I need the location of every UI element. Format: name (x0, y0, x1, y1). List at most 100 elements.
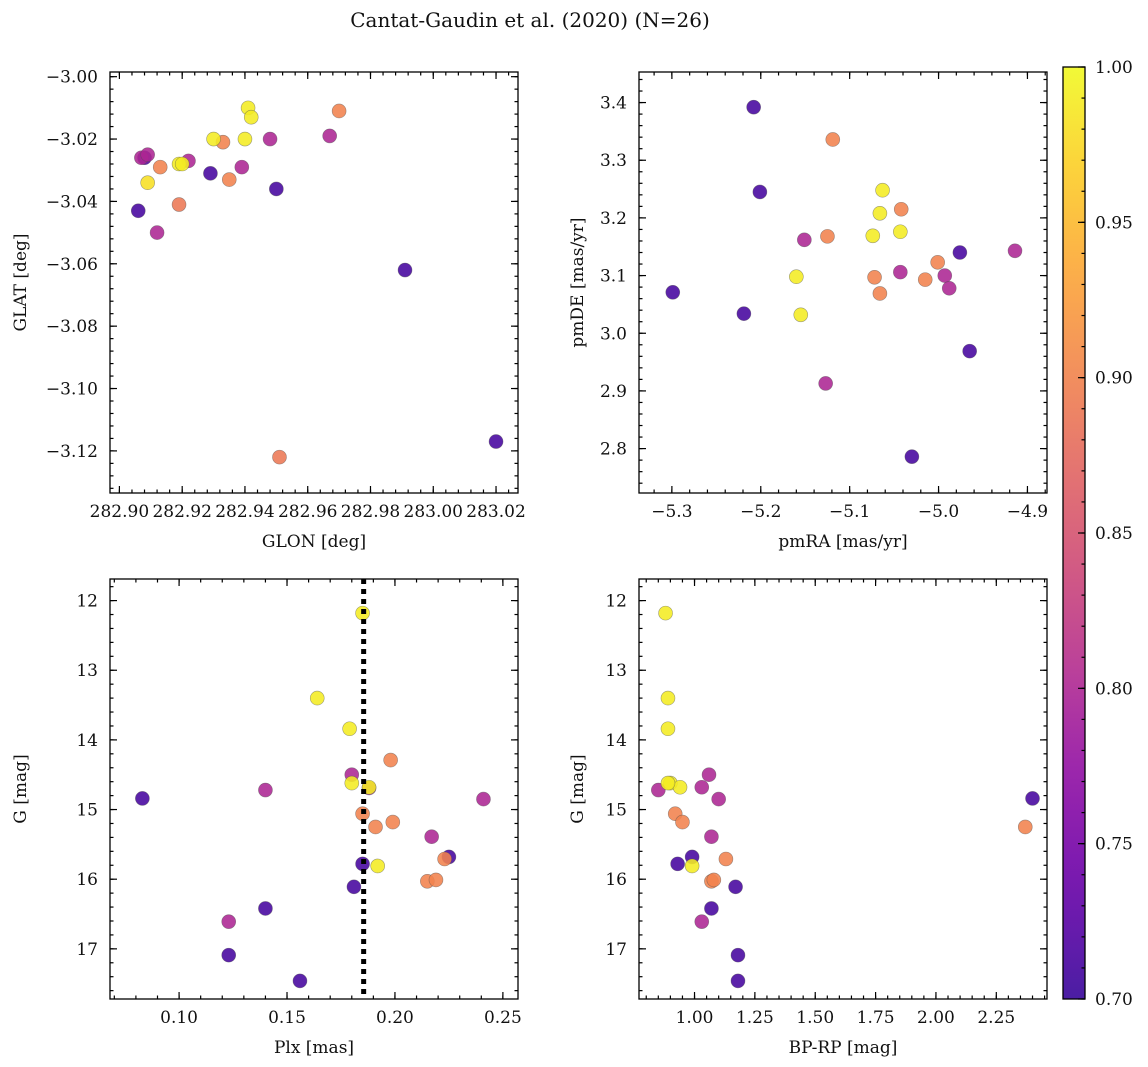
x-tick-label: −4.9 (1007, 502, 1048, 522)
y-tick-label: −3.02 (46, 130, 98, 150)
y-tick-label: 16 (76, 870, 98, 890)
colorbar-tick-label: 0.95 (1095, 213, 1133, 233)
scatter-point (797, 232, 812, 248)
scatter-point (476, 791, 491, 807)
scatter-point (711, 791, 726, 807)
y-tick-label: 12 (605, 592, 627, 612)
scatter-point (820, 229, 835, 244)
y-tick-label: −3.08 (46, 317, 98, 337)
x-tick-label: −5.2 (740, 502, 781, 522)
y-tick-label: −3.04 (46, 192, 98, 212)
x-tick-label: 282.90 (90, 502, 149, 522)
scatter-point (385, 814, 401, 830)
scatter-point (730, 947, 746, 963)
scatter-point (234, 159, 250, 175)
scatter-point (322, 128, 337, 144)
y-axis-label: G [mag] (11, 754, 31, 823)
scatter-point (269, 181, 284, 197)
x-axis-label: Plx [mas] (274, 1038, 354, 1058)
scatter-point (872, 205, 888, 221)
x-tick-label: 1.50 (796, 1008, 834, 1028)
plot-frame (638, 71, 1048, 494)
scatter-point (793, 307, 809, 323)
panel-color-mag: 1.00 1.25 1.50 1.75 2.00 2.25 12 13 14 15 16 17 BP-R… (568, 578, 1048, 1058)
scatter-point (665, 285, 681, 300)
scatter-point (660, 775, 676, 791)
y-tick-label: −3.10 (46, 380, 98, 400)
x-axis-label: GLON [deg] (262, 532, 366, 552)
scatter-point (952, 245, 968, 260)
scatter-point (243, 109, 259, 125)
y-tick-label: 13 (76, 661, 98, 681)
y-tick-label: 17 (76, 940, 98, 960)
panel-plx-g: 0.10 0.15 0.20 0.25 12 13 14 15 16 17 Plx [mas] G [… (11, 578, 522, 1058)
scatter-point (368, 819, 383, 835)
scatter-point (135, 791, 150, 806)
colorbar-tick-label: 0.90 (1095, 369, 1133, 389)
panel-glon-glat: 282.90 282.92 282.94 282.96 282.98 283.00 283.… (11, 68, 526, 552)
plot-frame (638, 578, 1048, 1000)
x-tick-label: 282.94 (215, 502, 274, 522)
y-tick-label: 3.1 (600, 267, 627, 287)
y-axis-label: pmDE [mas/yr] (568, 217, 588, 347)
colorbar-tick-label: 0.70 (1095, 990, 1133, 1010)
x-tick-label: 0.10 (160, 1008, 198, 1028)
scatter-point (437, 851, 452, 867)
scatter-point (346, 879, 362, 895)
y-tick-label: 3.3 (600, 151, 627, 171)
y-tick-label: −3.00 (46, 68, 98, 88)
scatter-point (171, 197, 187, 212)
scatter-point (658, 605, 673, 621)
x-axis-label: BP-RP [mag] (789, 1038, 898, 1058)
scatter-point (1025, 791, 1040, 806)
x-tick-label: −5.1 (829, 502, 870, 522)
scatter-point (221, 947, 237, 963)
scatter-point (152, 159, 168, 175)
x-tick-label: 0.20 (376, 1008, 414, 1028)
scatter-point (221, 914, 237, 929)
scatter-point (1007, 243, 1023, 259)
scatter-point (718, 851, 734, 867)
scatter-point (917, 272, 933, 287)
scatter-point (728, 879, 743, 895)
scatter-point (258, 901, 273, 916)
colorbar-tick-label: 0.85 (1095, 524, 1133, 544)
scatter-point (262, 131, 278, 147)
scatter-point (203, 166, 218, 181)
y-tick-label: 3.4 (600, 94, 627, 114)
y-tick-label: 2.9 (600, 382, 627, 402)
scatter-point (331, 103, 347, 119)
colorbar-tick-label: 0.80 (1095, 679, 1133, 699)
scatter-point (701, 767, 717, 783)
scatter-point (258, 782, 273, 798)
y-tick-label: 12 (76, 592, 98, 612)
scatter-point (292, 973, 308, 989)
x-tick-label: 0.25 (484, 1008, 522, 1028)
scatter-point (730, 973, 746, 989)
x-tick-label: 282.92 (152, 502, 211, 522)
scatter-point (309, 690, 325, 706)
colorbar: 0.70 0.75 0.80 0.85 0.90 0.95 1.00 (1062, 58, 1133, 1010)
x-tick-label: 0.15 (268, 1008, 306, 1028)
colorbar-tick-label: 0.75 (1095, 835, 1133, 855)
scatter-point (670, 856, 685, 872)
x-tick-label: 1.00 (676, 1008, 714, 1028)
scatter-point (140, 147, 155, 162)
scatter-point (789, 269, 804, 285)
scatter-point (941, 280, 957, 296)
y-tick-label: 17 (605, 940, 627, 960)
x-tick-label: −5.0 (918, 502, 959, 522)
x-tick-label: 2.00 (917, 1008, 955, 1028)
y-tick-label: 13 (605, 661, 627, 681)
y-axis-label: GLAT [deg] (11, 233, 31, 331)
colorbar-gradient (1063, 67, 1085, 999)
scatter-point (893, 264, 908, 280)
scatter-point (424, 829, 439, 845)
scatter-point (130, 203, 146, 219)
scatter-point (930, 255, 945, 270)
scatter-point (818, 376, 833, 391)
scatter-point (825, 132, 841, 147)
scatter-point (383, 752, 398, 768)
x-axis-label: pmRA [mas/yr] (778, 532, 907, 552)
